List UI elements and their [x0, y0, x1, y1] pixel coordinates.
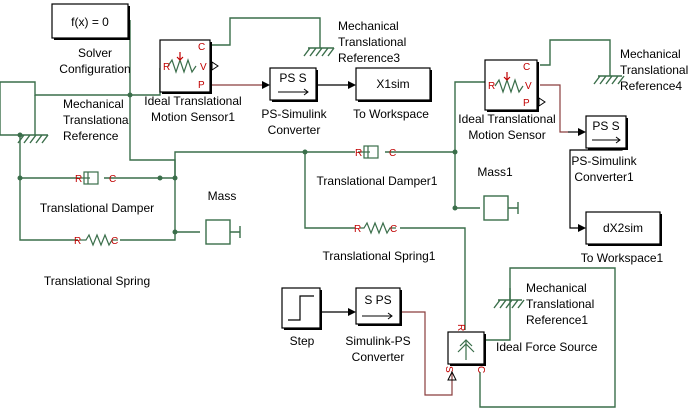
to-workspace-dx2sim-block[interactable]: dX2sim To Workspace1 [581, 211, 664, 265]
mech-ref3-label-3: Reference3 [338, 51, 400, 65]
wire-sensor1-c[interactable] [210, 17, 321, 46]
mass1-label: Mass1 [477, 165, 513, 179]
translational-spring-block[interactable]: R C Translational Spring [44, 233, 150, 288]
mech-ref1-label-3: Reference1 [526, 313, 588, 327]
spring1-label: Translational Spring1 [323, 249, 436, 263]
spring1-port-r: R [354, 224, 361, 235]
damper-port-r: R [75, 174, 82, 185]
ps-conv-label-1: PS-Simulink [261, 107, 327, 121]
sps-conv-label-2: Converter [352, 350, 405, 364]
wire-force-top[interactable] [479, 267, 616, 408]
spring-label: Translational Spring [44, 274, 150, 288]
mech-ref-label-3: Reference [63, 129, 119, 143]
sensor1-port-p: P [198, 80, 205, 91]
ps-simulink-converter-block[interactable]: PS S PS-Simulink Converter [261, 67, 328, 137]
mech-ref1-label-1: Mechanical [526, 281, 587, 295]
ps-conv1-text: PS S [592, 119, 619, 133]
ps-sps-to-force[interactable] [402, 311, 453, 396]
mech-ref4-label-1: Mechanical [620, 47, 681, 61]
ps-simulink-converter1-block[interactable]: PS S PS-Simulink Converter1 [571, 115, 638, 184]
damper-label: Translational Damper [40, 201, 154, 215]
mech-ref1-block[interactable]: Mechanical Translational Reference1 [493, 281, 594, 327]
sensor1-port-v: V [200, 62, 207, 73]
wire-mass1[interactable] [454, 152, 480, 209]
damper-port-c: C [109, 174, 116, 185]
wire-spring1-right[interactable] [400, 227, 466, 330]
sensor2-label-1: Ideal Translational [458, 112, 555, 126]
mech-ref-label-2: Translationa [63, 113, 129, 127]
force-port-c: C [475, 366, 486, 373]
motion-sensor1-block[interactable]: C R V P Ideal Translational Motion Senso… [144, 39, 242, 124]
ps-sensor2-to-conv1[interactable] [540, 84, 568, 133]
mech-ref1-label-2: Translational [526, 297, 594, 311]
force-port-r: R [455, 324, 466, 331]
wire-sensor2-c[interactable] [540, 39, 611, 68]
mech-ref-block[interactable]: Mechanical Translationa Reference [17, 97, 129, 144]
sensor1-port-r: R [163, 62, 170, 73]
sensor2-port-r: R [488, 81, 495, 92]
solver-expr: f(x) = 0 [71, 15, 109, 29]
sensor2-port-c: C [523, 62, 530, 73]
ps-conv-text: PS S [279, 71, 306, 85]
x2sim-text: dX2sim [603, 221, 643, 235]
step-label: Step [290, 334, 315, 348]
sensor2-label-2: Motion Sensor [468, 128, 545, 142]
wire-spring1-left[interactable] [304, 152, 355, 229]
damper1-port-c: C [389, 148, 396, 159]
sps-conv-text: S PS [364, 293, 391, 307]
force-port-s: S [443, 366, 454, 373]
junction-dots [17, 92, 458, 235]
mech-ref-label-1: Mechanical [63, 97, 124, 111]
ps-conv1-label-1: PS-Simulink [571, 154, 637, 168]
wire-ref-ground[interactable] [20, 95, 36, 135]
simulink-ps-converter-block[interactable]: S PS Simulink-PS Converter [345, 287, 411, 364]
solver-configuration-block[interactable]: f(x) = 0 Solver Configuration [51, 3, 131, 76]
mass1-block[interactable]: Mass1 [477, 165, 519, 221]
sensor2-port-v: V [525, 81, 532, 92]
spring-port-c: C [111, 236, 118, 247]
wire-bus-top[interactable] [174, 151, 355, 178]
spring1-port-c: C [390, 224, 397, 235]
sps-conv-label-1: Simulink-PS [345, 334, 410, 348]
solver-label-1: Solver [78, 46, 112, 60]
spring-port-r: R [74, 236, 81, 247]
connections [0, 17, 623, 408]
x1sim-label: To Workspace [353, 107, 429, 121]
step-block[interactable]: Step [281, 287, 322, 348]
mech-ref4-label-3: Reference4 [620, 79, 682, 93]
force-label: Ideal Force Source [496, 340, 598, 354]
arrowheads [262, 81, 586, 316]
mass-block[interactable]: Mass [205, 189, 241, 245]
solver-label-2: Configuration [59, 62, 130, 76]
ideal-force-source-block[interactable]: R C S Ideal Force Source [443, 324, 598, 381]
damper1-label: Translational Damper1 [317, 174, 438, 188]
sensor1-label-1: Ideal Translational [144, 94, 241, 108]
sensor1-port-c: C [198, 42, 205, 53]
mech-ref4-block[interactable]: Mechanical Translational Reference4 [593, 47, 688, 93]
mass-label: Mass [208, 189, 237, 203]
wire-sensor2-r[interactable] [454, 81, 485, 152]
wire-spring-right[interactable] [120, 178, 176, 241]
mech-ref3-label-2: Translational [338, 35, 406, 49]
motion-sensor2-block[interactable]: C R V P Ideal Translational Motion Senso… [458, 59, 556, 142]
translational-damper-block[interactable]: R C Translational Damper [40, 171, 154, 215]
ps-conv1-label-2: Converter1 [574, 170, 634, 184]
translational-spring1-block[interactable]: R C Translational Spring1 [323, 221, 436, 263]
x1sim-text: X1sim [376, 77, 409, 91]
sensor1-label-2: Motion Sensor1 [151, 110, 235, 124]
damper1-port-r: R [355, 148, 362, 159]
x2sim-label: To Workspace1 [581, 251, 664, 265]
sensor2-port-p: P [523, 98, 530, 109]
mech-ref3-label-1: Mechanical [338, 19, 399, 33]
ps-conv-label-2: Converter [268, 123, 321, 137]
translational-damper1-block[interactable]: R C Translational Damper1 [317, 145, 438, 188]
mech-ref4-label-2: Translational [620, 63, 688, 77]
mech-ref3-block[interactable]: Mechanical Translational Reference3 [303, 19, 406, 65]
to-workspace-x1sim-block[interactable]: X1sim To Workspace [353, 67, 432, 121]
